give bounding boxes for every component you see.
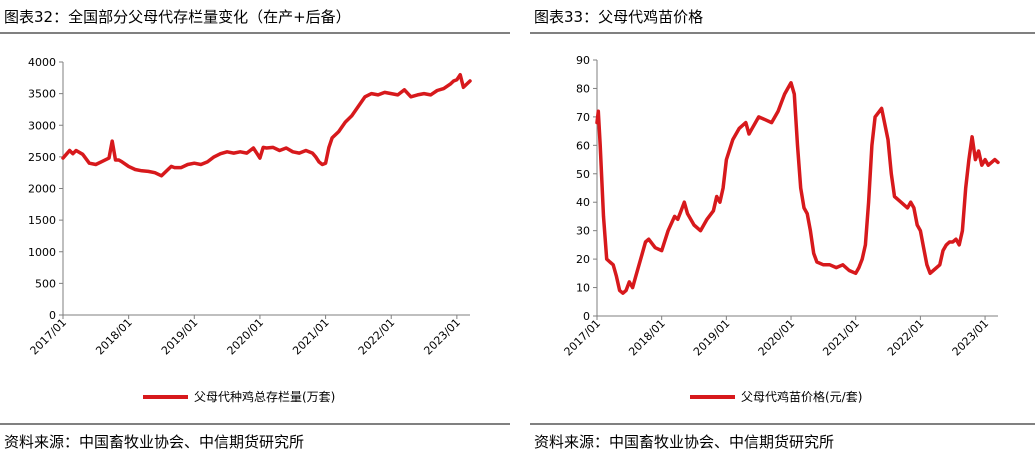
right-chart: 0 10 20 30 40 50 60 70 80 90 2017/01 2018/01 2019/01…	[562, 54, 1000, 404]
y-tick-label: 30	[576, 225, 590, 238]
chart-title: 图表32：全国部分父母代存栏量变化（在产+后备）	[4, 8, 351, 26]
x-tick-label: 2020/01	[225, 316, 267, 358]
x-tick-label: 2023/01	[950, 317, 992, 359]
y-tick-label: 3500	[28, 88, 56, 101]
x-tick-label: 2020/01	[756, 317, 798, 359]
x-tick-label: 2022/01	[885, 317, 927, 359]
series-line	[595, 81, 1000, 295]
y-tick-label: 60	[576, 139, 590, 152]
y-tick-label: 10	[576, 282, 590, 295]
y-tick-label: 4000	[28, 56, 56, 69]
y-tick-label: 20	[576, 253, 590, 266]
title-divider	[530, 32, 1035, 34]
y-tick-label: 500	[35, 277, 56, 290]
y-tick-label: 70	[576, 111, 590, 124]
y-tick-label: 40	[576, 196, 590, 209]
x-tick-label: 2022/01	[356, 316, 398, 358]
x-tick-label: 2018/01	[626, 317, 668, 359]
source-note: 资料来源：中国畜牧业协会、中信期货研究所	[4, 433, 305, 451]
right-chart-panel: 图表33：父母代鸡苗价格 0 10 20 30 40 50 60 70 80 90 2017/01 2…	[530, 0, 1035, 460]
y-tick-label: 1000	[28, 246, 56, 259]
chart-title: 图表33：父母代鸡苗价格	[534, 8, 704, 26]
y-tick-label: 1500	[28, 214, 56, 227]
x-tick-label: 2019/01	[159, 316, 201, 358]
legend-label: 父母代种鸡总存栏量(万套)	[194, 389, 335, 404]
y-tick-label: 2000	[28, 183, 56, 196]
y-tick-label: 50	[576, 168, 590, 181]
source-divider	[0, 423, 510, 425]
y-tick-label: 80	[576, 82, 590, 95]
x-tick-label: 2021/01	[290, 316, 332, 358]
y-tick-label: 3000	[28, 119, 56, 132]
y-tick-label: 0	[49, 309, 56, 322]
y-tick-label: 2500	[28, 151, 56, 164]
x-tick-label: 2021/01	[820, 317, 862, 359]
source-note: 资料来源：中国畜牧业协会、中信期货研究所	[534, 433, 835, 451]
y-tick-label: 90	[576, 54, 590, 67]
x-tick-label: 2017/01	[562, 317, 604, 359]
x-tick-label: 2018/01	[93, 316, 135, 358]
title-divider	[0, 32, 510, 34]
left-chart-panel: 图表32：全国部分父母代存栏量变化（在产+后备） 0 500 1000 1500 200…	[0, 0, 510, 460]
y-tick-label: 0	[583, 310, 590, 323]
source-divider	[530, 423, 1035, 425]
x-tick-label: 2023/01	[421, 316, 463, 358]
x-tick-label: 2017/01	[28, 316, 70, 358]
series-line	[61, 72, 472, 178]
left-chart: 0 500 1000 1500 2000 2500 3000 3500 4000 2017/01 2…	[28, 56, 472, 404]
x-tick-label: 2019/01	[691, 317, 733, 359]
legend-label: 父母代鸡苗价格(元/套)	[741, 389, 862, 404]
